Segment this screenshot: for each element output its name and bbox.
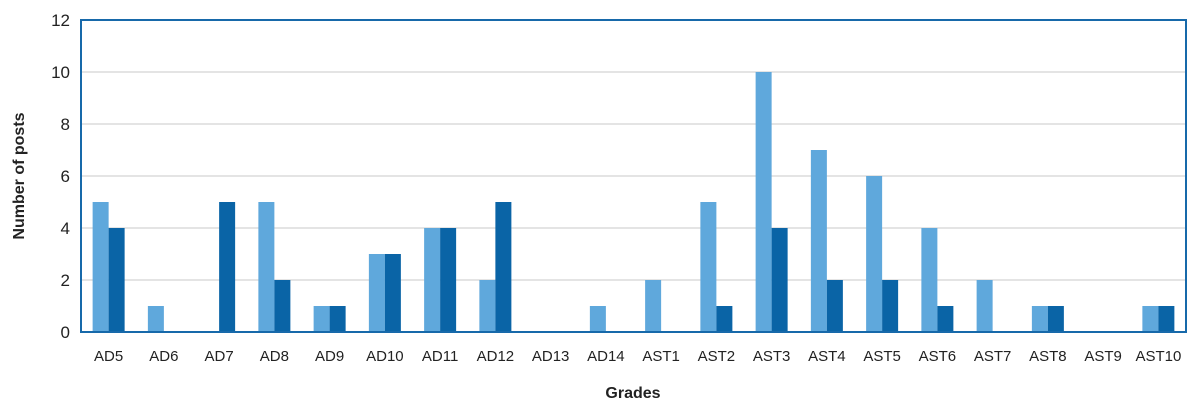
bar-series-1 — [700, 202, 716, 332]
bar-series-2 — [1048, 306, 1064, 332]
x-category-label: AD11 — [422, 348, 458, 365]
x-category-label: AST2 — [698, 348, 736, 365]
y-tick-label: 0 — [61, 323, 70, 342]
bar-series-1 — [148, 306, 164, 332]
y-tick-label: 12 — [51, 11, 70, 30]
y-axis-ticks: 0 2 4 6 8 10 12 — [51, 11, 70, 342]
x-category-label: AD14 — [587, 348, 625, 365]
bar-series-2 — [219, 202, 235, 332]
x-axis-categories: AD5 AD6 AD7 AD8 AD9 AD10 AD11 AD12 AD13 AD14 AST1 A… — [94, 348, 1181, 365]
x-category-label: AST9 — [1084, 348, 1122, 365]
bar-series-2 — [716, 306, 732, 332]
bar-series-2 — [385, 254, 401, 332]
x-category-label: AST4 — [808, 348, 846, 365]
x-category-label: AST10 — [1135, 348, 1181, 365]
bars — [93, 72, 1175, 332]
bar-series-2 — [1158, 306, 1174, 332]
bar-series-1 — [93, 202, 109, 332]
bar-series-1 — [424, 228, 440, 332]
x-category-label: AD6 — [149, 348, 178, 365]
bar-series-2 — [495, 202, 511, 332]
bar-series-2 — [937, 306, 953, 332]
x-category-label: AD13 — [532, 348, 570, 365]
gridlines — [81, 72, 1186, 280]
bar-series-1 — [590, 306, 606, 332]
bar-series-1 — [369, 254, 385, 332]
x-category-label: AD8 — [260, 348, 289, 365]
y-tick-label: 4 — [61, 219, 70, 238]
x-category-label: AD12 — [477, 348, 515, 365]
x-category-label: AST7 — [974, 348, 1012, 365]
y-tick-label: 8 — [61, 115, 70, 134]
x-category-label: AST3 — [753, 348, 791, 365]
y-tick-label: 10 — [51, 63, 70, 82]
y-tick-label: 2 — [61, 271, 70, 290]
bar-series-1 — [921, 228, 937, 332]
bar-series-1 — [258, 202, 274, 332]
x-axis-title: Grades — [605, 385, 660, 402]
bar-series-1 — [314, 306, 330, 332]
bar-series-1 — [1032, 306, 1048, 332]
x-category-label: AD9 — [315, 348, 344, 365]
bar-series-1 — [866, 176, 882, 332]
bar-series-2 — [772, 228, 788, 332]
bar-series-2 — [330, 306, 346, 332]
x-category-label: AD7 — [205, 348, 234, 365]
x-category-label: AST1 — [642, 348, 680, 365]
x-category-label: AD10 — [366, 348, 404, 365]
bar-series-1 — [811, 150, 827, 332]
x-category-label: AST5 — [863, 348, 901, 365]
y-axis-title: Number of posts — [11, 112, 28, 239]
bar-series-1 — [645, 280, 661, 332]
bar-series-1 — [756, 72, 772, 332]
bar-series-2 — [827, 280, 843, 332]
bar-series-2 — [109, 228, 125, 332]
bar-series-1 — [1142, 306, 1158, 332]
bar-series-2 — [274, 280, 290, 332]
y-tick-label: 6 — [61, 167, 70, 186]
x-category-label: AST6 — [919, 348, 957, 365]
bar-series-1 — [479, 280, 495, 332]
bar-series-1 — [977, 280, 993, 332]
x-category-label: AST8 — [1029, 348, 1067, 365]
bar-series-2 — [882, 280, 898, 332]
x-category-label: AD5 — [94, 348, 123, 365]
bar-series-2 — [440, 228, 456, 332]
